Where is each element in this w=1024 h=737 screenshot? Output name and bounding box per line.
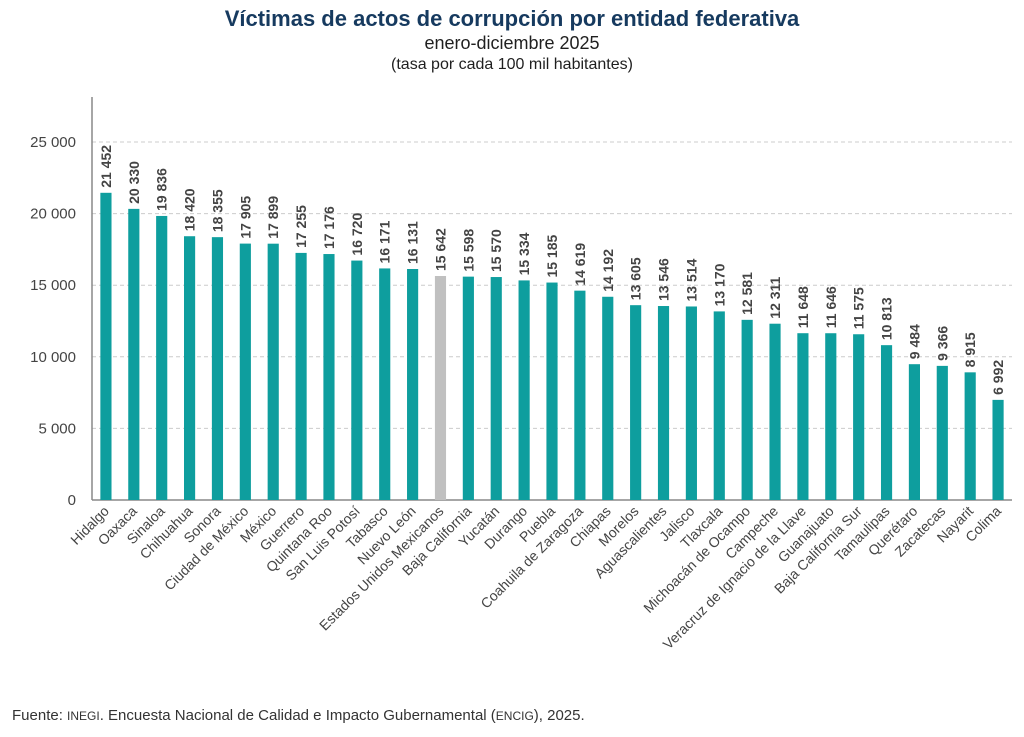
- value-label: 17 176: [321, 206, 337, 249]
- value-label: 15 642: [432, 228, 448, 271]
- value-label: 6 992: [990, 360, 1006, 395]
- bar: [825, 333, 837, 500]
- value-label: 11 648: [795, 286, 811, 328]
- value-label: 18 355: [209, 189, 225, 232]
- y-tick-label: 25 000: [30, 134, 76, 151]
- chart-subtitle: enero-diciembre 2025: [424, 33, 600, 53]
- bar: [518, 280, 530, 500]
- source-prefix: Fuente:: [12, 707, 68, 724]
- source-middle: . Encuesta Nacional de Calidad e Impacto…: [99, 707, 496, 724]
- y-tick-label: 0: [68, 492, 76, 509]
- bar: [407, 269, 419, 500]
- bar: [462, 276, 474, 500]
- value-label: 11 575: [851, 287, 867, 329]
- bar: [379, 268, 391, 500]
- source-note: Fuente: INEGI. Encuesta Nacional de Cali…: [12, 707, 585, 724]
- value-label: 13 605: [628, 257, 644, 300]
- bar: [239, 243, 251, 500]
- bar: [713, 311, 725, 500]
- value-label: 15 334: [516, 232, 532, 275]
- source-survey: ENCIG: [495, 709, 534, 723]
- bar: [156, 215, 168, 500]
- y-tick-label: 10 000: [30, 349, 76, 366]
- value-label: 15 570: [488, 229, 504, 272]
- bar: [211, 237, 224, 500]
- value-label: 16 720: [349, 213, 365, 256]
- y-tick-label: 15 000: [30, 277, 76, 294]
- value-label: 13 514: [683, 258, 699, 301]
- value-label: 13 170: [711, 263, 727, 306]
- bar: [741, 319, 753, 500]
- bar: [574, 290, 586, 500]
- source-org: INEGI: [67, 709, 100, 723]
- bar: [490, 277, 502, 500]
- value-label: 12 311: [767, 276, 783, 318]
- value-label: 13 546: [656, 258, 672, 301]
- value-label: 14 619: [572, 243, 588, 286]
- value-label: 16 171: [377, 220, 393, 263]
- bar: [630, 305, 642, 500]
- value-label: 9 484: [906, 324, 922, 359]
- value-label: 20 330: [126, 161, 142, 204]
- bar: [685, 306, 697, 500]
- bar: [908, 364, 920, 500]
- bar: [184, 236, 196, 501]
- bar: [769, 323, 781, 500]
- value-label: 19 836: [154, 168, 170, 211]
- value-label: 8 915: [962, 332, 978, 367]
- value-label: 17 905: [237, 196, 253, 239]
- y-tick-label: 20 000: [30, 206, 76, 223]
- bar: [602, 296, 614, 500]
- value-label: 18 420: [182, 188, 198, 231]
- bar: [100, 192, 112, 500]
- bar: [880, 345, 893, 500]
- source-suffix: ), 2025.: [533, 707, 585, 724]
- bar: [853, 334, 865, 500]
- chart-units-note: (tasa por cada 100 mil habitantes): [391, 56, 633, 73]
- bar: [128, 208, 140, 501]
- bar: [267, 243, 279, 500]
- bar: [964, 372, 976, 500]
- value-label: 11 646: [823, 286, 839, 328]
- bar: [797, 333, 809, 500]
- bar-national: [434, 276, 447, 500]
- bar: [992, 399, 1004, 500]
- value-label: 12 581: [739, 272, 755, 315]
- bar: [323, 254, 335, 500]
- y-tick-label: 5 000: [38, 420, 76, 437]
- value-label: 16 131: [405, 221, 421, 264]
- value-label: 17 255: [293, 205, 309, 248]
- bar: [351, 260, 363, 500]
- value-label: 10 813: [879, 297, 895, 340]
- value-label: 17 899: [265, 196, 281, 239]
- value-label: 14 192: [600, 249, 616, 292]
- value-label: 9 366: [934, 326, 950, 361]
- value-label: 15 185: [544, 235, 560, 278]
- bar: [657, 306, 670, 500]
- bar: [936, 365, 948, 500]
- bar: [295, 252, 307, 500]
- value-label: 15 598: [460, 229, 476, 272]
- bar: [546, 282, 558, 500]
- value-label: 21 452: [98, 145, 114, 188]
- chart-title: Víctimas de actos de corrupción por enti…: [224, 6, 800, 31]
